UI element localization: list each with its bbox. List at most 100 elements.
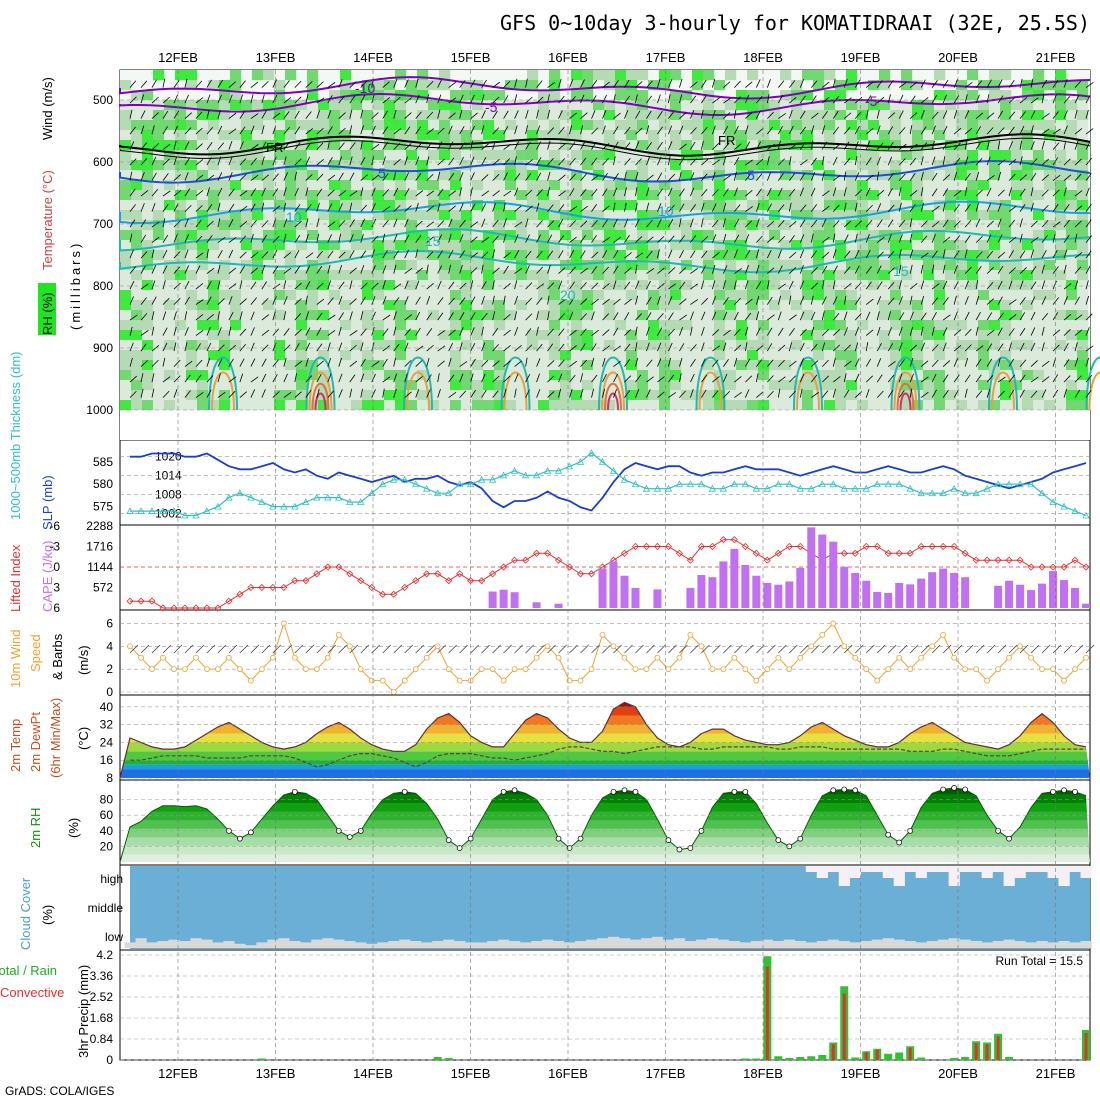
wind-barb <box>931 283 940 290</box>
wind-barb <box>404 218 409 228</box>
wind-barb <box>734 328 741 336</box>
rh-cell <box>505 170 517 181</box>
rh-cell <box>186 260 198 271</box>
rh-cell <box>1077 330 1089 341</box>
wind-barb <box>690 127 697 135</box>
wind-barb <box>162 357 166 367</box>
rh-cell <box>571 270 583 281</box>
rh-cell <box>252 210 264 221</box>
rh-cell <box>890 150 902 161</box>
wind-barb <box>525 159 533 166</box>
wind-barb <box>470 187 473 197</box>
rh-cell <box>736 400 748 411</box>
rh-cell <box>516 140 528 151</box>
rh-cell <box>956 250 968 261</box>
rh-cell <box>582 260 594 271</box>
rh-cell <box>252 150 264 161</box>
wind-barb <box>811 360 819 367</box>
rh-cell <box>1033 370 1045 381</box>
rh-cell <box>571 90 583 101</box>
wind-barb <box>426 81 434 88</box>
rh-cell <box>296 180 308 191</box>
rh-cell <box>296 190 308 201</box>
rh-cell <box>813 320 825 331</box>
wind-barb <box>997 234 1003 243</box>
wind-barb <box>953 79 958 88</box>
thickness-line <box>130 452 1087 517</box>
wind-barb <box>810 125 815 135</box>
rh-cell <box>153 310 165 321</box>
wind-barb <box>481 312 488 321</box>
rh-cell <box>296 240 308 251</box>
wind-barb <box>810 95 817 104</box>
wind-barb <box>953 250 960 259</box>
rh-cell <box>582 250 594 261</box>
wind-barb <box>558 298 566 305</box>
wind-barb <box>1074 357 1079 367</box>
rh-cell <box>967 260 979 271</box>
wind-barb <box>1030 125 1034 135</box>
wind-barb <box>514 360 522 367</box>
rh-cell <box>846 260 858 271</box>
rh-cell <box>230 300 242 311</box>
wind-barb <box>404 126 411 135</box>
wind-barb <box>690 311 694 321</box>
rh-cell <box>120 260 132 271</box>
rh-cell <box>978 290 990 301</box>
rh-cell <box>175 110 187 121</box>
rh-cell <box>241 120 253 131</box>
wind-barb <box>184 112 193 119</box>
rh-cell <box>879 310 891 321</box>
rh-cell <box>406 230 418 241</box>
rh-cell <box>428 110 440 121</box>
wind-barb <box>745 141 751 150</box>
rh-cell <box>483 240 495 251</box>
rh-cell <box>901 350 913 361</box>
wind-barb <box>558 388 562 398</box>
wind-barb <box>1041 189 1049 197</box>
rh-cell <box>1000 290 1012 301</box>
wind-barb <box>920 171 924 181</box>
lifted-index-point <box>785 542 793 551</box>
wind-barb <box>283 172 289 181</box>
lifted-index-point <box>1016 556 1024 564</box>
wind-barb <box>712 345 720 352</box>
wind-barb <box>547 127 555 135</box>
rh-cell <box>879 240 891 251</box>
rh-cell <box>659 370 671 381</box>
wind-barb <box>503 202 506 212</box>
rh-cell <box>879 270 891 281</box>
wind-barb <box>931 111 939 119</box>
rh-cell <box>274 350 286 361</box>
rh-cell <box>164 160 176 171</box>
rh-cell <box>868 360 880 371</box>
rh-cell <box>197 110 209 121</box>
wind-barb <box>217 298 225 305</box>
rh-cell <box>362 290 374 301</box>
rh-cell <box>373 180 385 191</box>
rh-cell <box>252 100 264 111</box>
rh-cell <box>307 280 319 291</box>
wind-barb <box>558 204 565 212</box>
wind-barb <box>1074 233 1078 243</box>
rh-cell <box>406 190 418 201</box>
rh-cell <box>296 200 308 211</box>
rh-cell <box>780 370 792 381</box>
rh-cell <box>945 110 957 121</box>
rh-cell <box>923 180 935 191</box>
rh-cell <box>824 280 836 291</box>
lifted-index-point <box>291 577 299 585</box>
rh-cell <box>923 350 935 361</box>
wind-barb <box>569 79 574 88</box>
wind-barb <box>404 314 413 321</box>
wind-barb <box>1030 220 1038 228</box>
rh-cell <box>461 380 473 391</box>
rh-cell <box>208 330 220 341</box>
wind-barb <box>415 296 421 305</box>
rh-cell <box>571 80 583 91</box>
wind-barb <box>437 297 444 305</box>
wind-barb <box>206 203 213 212</box>
rh-cell <box>1077 360 1089 371</box>
rh-cell <box>978 130 990 141</box>
wind-barb <box>1008 80 1015 88</box>
